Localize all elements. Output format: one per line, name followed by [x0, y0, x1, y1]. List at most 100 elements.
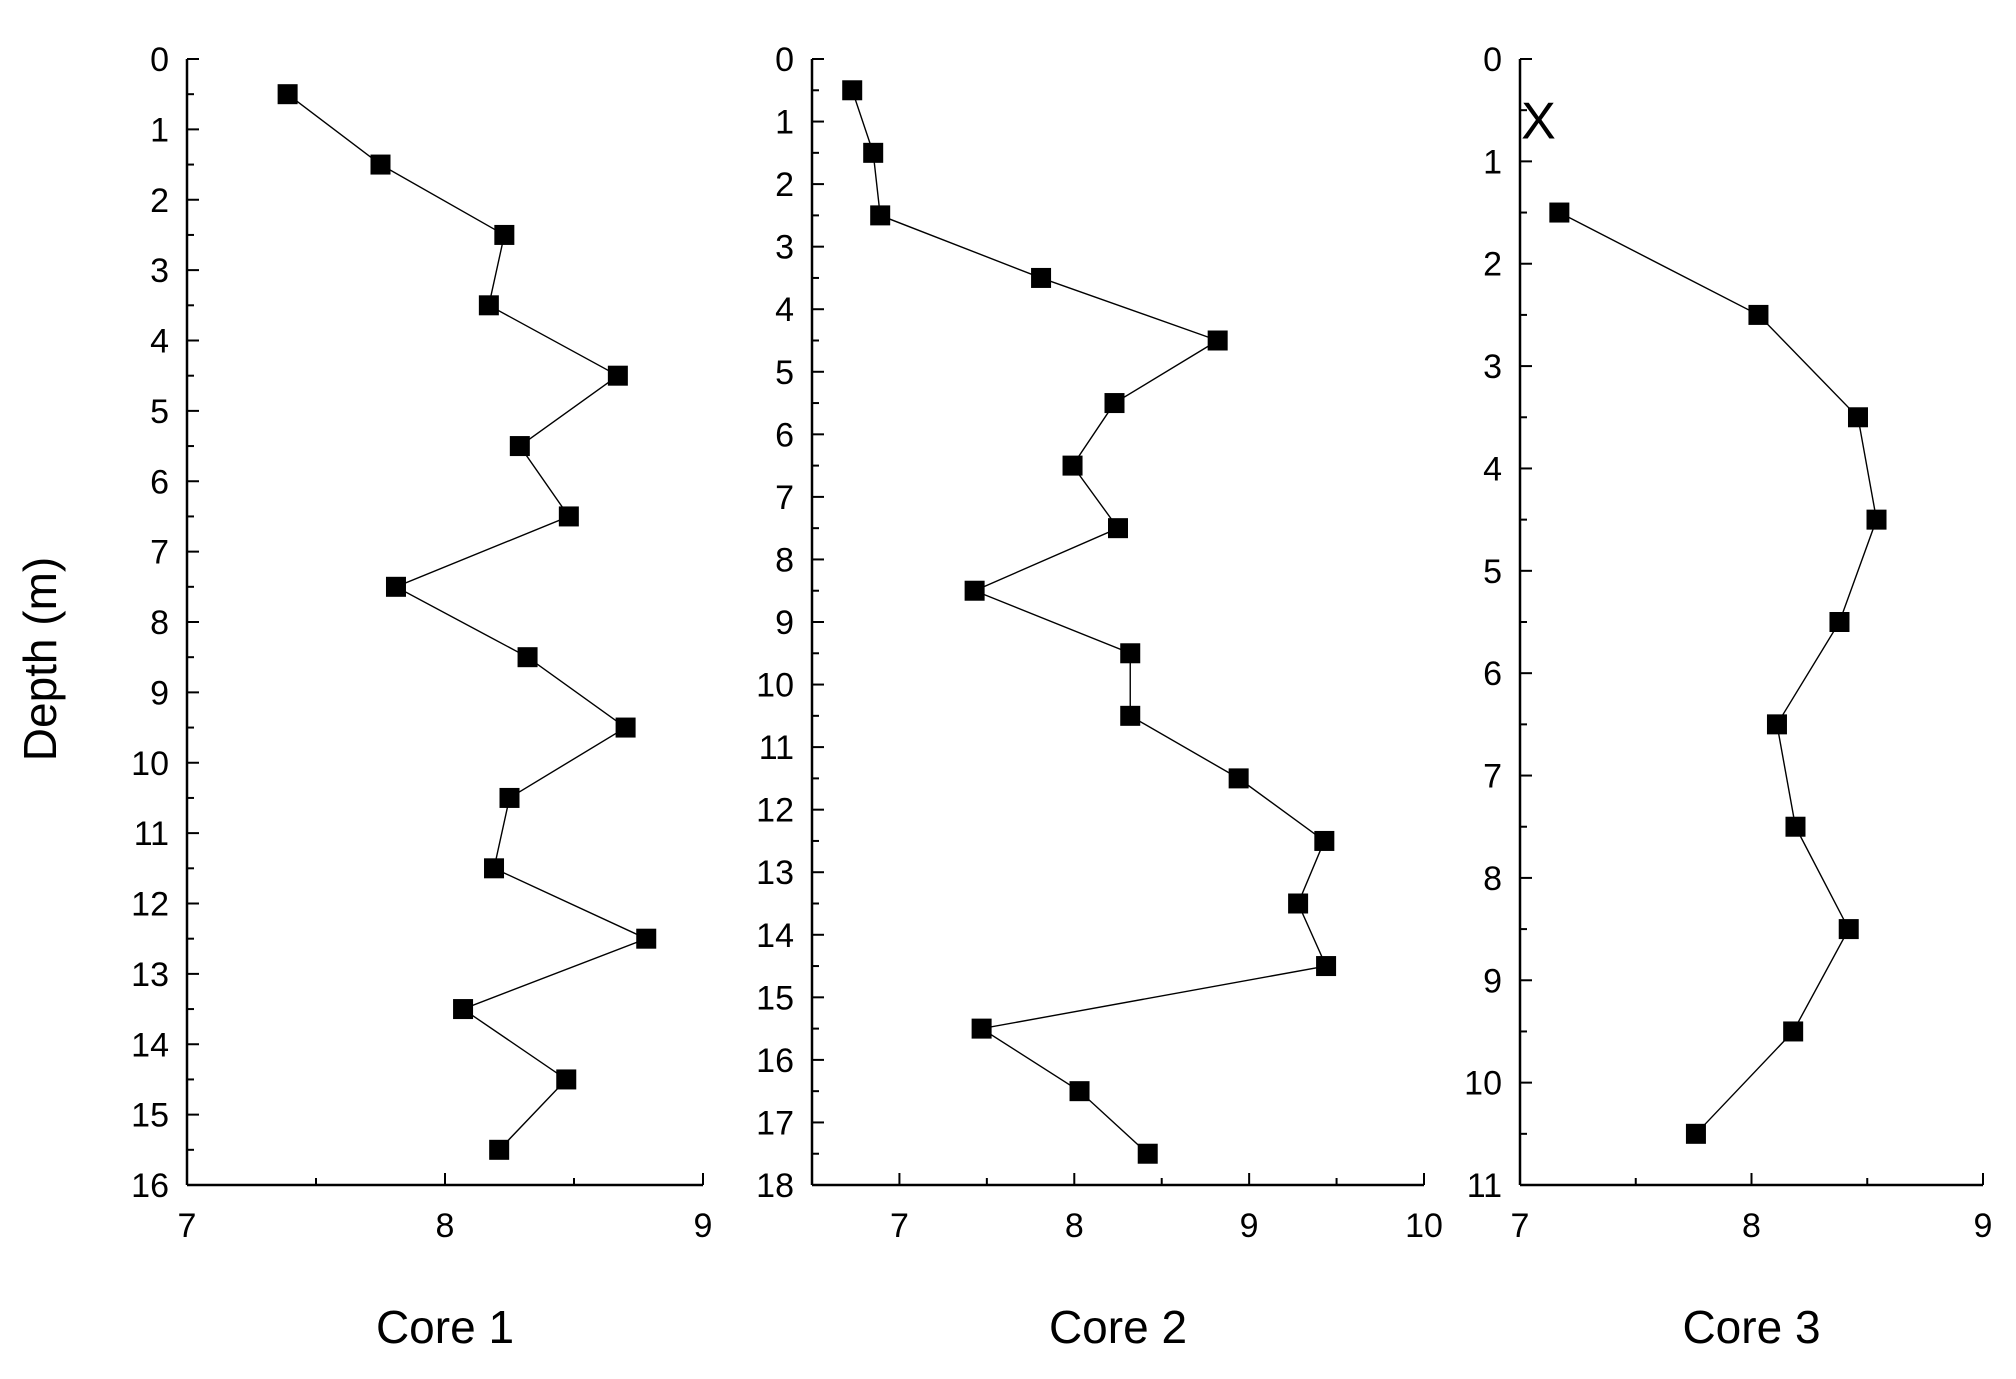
- data-point: [1062, 455, 1083, 476]
- series-line: [287, 93, 649, 1151]
- y-tick-label: 9: [1483, 962, 1502, 1000]
- data-point: [277, 84, 298, 105]
- y-tick-label: 2: [1483, 246, 1502, 284]
- x-axis-title: Core 2: [1049, 1301, 1187, 1353]
- y-tick-label: 9: [775, 604, 794, 642]
- data-point: [636, 928, 657, 949]
- y-tick-label: 6: [1483, 655, 1502, 693]
- y-tick-label: 18: [756, 1167, 794, 1205]
- y-tick-label: 8: [150, 604, 169, 642]
- x-tick-label: 9: [694, 1207, 713, 1245]
- data-point: [1228, 768, 1249, 789]
- data-point: [863, 142, 884, 163]
- x-tick-label: 8: [1742, 1207, 1761, 1245]
- y-tick-label: 10: [1464, 1065, 1502, 1103]
- y-tick-label: 15: [131, 1097, 169, 1135]
- data-point: [1549, 202, 1570, 223]
- y-tick-label: 3: [775, 229, 794, 267]
- y-tick-label: 1: [1483, 143, 1502, 181]
- x-tick-label: 8: [436, 1207, 455, 1245]
- y-tick-label: 1: [150, 111, 169, 149]
- data-point: [509, 436, 530, 457]
- y-tick-label: 9: [150, 674, 169, 712]
- data-point: [1120, 643, 1141, 664]
- y-tick-label: 2: [150, 182, 169, 220]
- y-tick-label: 11: [759, 729, 794, 767]
- y-tick-label: 8: [775, 541, 794, 579]
- data-point: [1748, 304, 1769, 325]
- y-tick-label: 5: [150, 393, 169, 431]
- y-tick-label: 13: [131, 956, 169, 994]
- y-tick-label: 0: [150, 41, 169, 79]
- y-tick-label: 13: [756, 854, 794, 892]
- data-point: [1288, 893, 1309, 914]
- y-tick-label: 7: [150, 534, 169, 572]
- data-point: [453, 999, 474, 1020]
- missing-sample-marker: X: [1521, 92, 1556, 150]
- y-tick-label: 3: [1483, 348, 1502, 386]
- x-tick-label: 9: [1240, 1207, 1259, 1245]
- y-tick-label: 12: [756, 792, 794, 830]
- y-tick-label: 6: [150, 463, 169, 501]
- y-tick-label: 4: [775, 291, 794, 329]
- y-tick-label: 0: [775, 41, 794, 79]
- data-point: [1069, 1081, 1090, 1102]
- data-point: [489, 1139, 510, 1160]
- data-point: [1104, 393, 1125, 414]
- data-point: [1137, 1143, 1158, 1164]
- y-axis-title: Depth (m): [14, 557, 66, 761]
- y-tick-label: 5: [1483, 553, 1502, 591]
- data-point: [1766, 714, 1787, 735]
- y-tick-label: 1: [775, 104, 794, 142]
- y-tick-label: 4: [150, 323, 169, 361]
- series-line: [1559, 211, 1878, 1135]
- data-point: [1031, 267, 1052, 288]
- data-point: [615, 717, 636, 738]
- y-tick-label: 4: [1483, 450, 1502, 488]
- data-point: [499, 787, 520, 808]
- data-point: [1866, 509, 1887, 530]
- x-axis-title: Core 1: [376, 1301, 514, 1353]
- data-point: [494, 224, 515, 245]
- x-tick-label: 8: [1065, 1207, 1084, 1245]
- series-line: [851, 90, 1328, 1155]
- data-point: [1785, 816, 1806, 837]
- data-point: [385, 576, 406, 597]
- x-tick-label: 7: [890, 1207, 909, 1245]
- data-point: [1314, 830, 1335, 851]
- data-point: [478, 295, 499, 316]
- data-point: [1108, 518, 1128, 539]
- data-point: [870, 205, 891, 226]
- y-tick-label: 3: [150, 252, 169, 290]
- y-tick-label: 8: [1483, 860, 1502, 898]
- y-tick-label: 14: [756, 917, 794, 955]
- data-point: [1829, 612, 1850, 632]
- data-point: [607, 365, 628, 386]
- y-tick-label: 10: [756, 667, 794, 705]
- y-tick-label: 2: [775, 166, 794, 204]
- data-point: [964, 580, 985, 601]
- data-point: [1316, 956, 1337, 977]
- y-tick-label: 15: [756, 979, 794, 1017]
- x-tick-label: 9: [1974, 1207, 1993, 1245]
- y-tick-label: 5: [775, 354, 794, 392]
- y-tick-label: 7: [1483, 758, 1502, 796]
- y-tick-label: 11: [1467, 1167, 1502, 1205]
- data-point: [558, 506, 579, 527]
- data-point: [517, 647, 538, 668]
- y-tick-label: 7: [775, 479, 794, 517]
- x-tick-label: 7: [178, 1207, 197, 1245]
- data-point: [1120, 705, 1141, 726]
- data-point: [1685, 1123, 1706, 1144]
- data-point: [1847, 407, 1868, 428]
- y-tick-label: 16: [756, 1042, 794, 1080]
- data-point: [1783, 1021, 1804, 1042]
- y-tick-label: 0: [1483, 41, 1502, 79]
- y-tick-label: 6: [775, 416, 794, 454]
- data-point: [971, 1018, 992, 1039]
- y-tick-label: 11: [134, 815, 169, 853]
- data-point: [556, 1069, 577, 1090]
